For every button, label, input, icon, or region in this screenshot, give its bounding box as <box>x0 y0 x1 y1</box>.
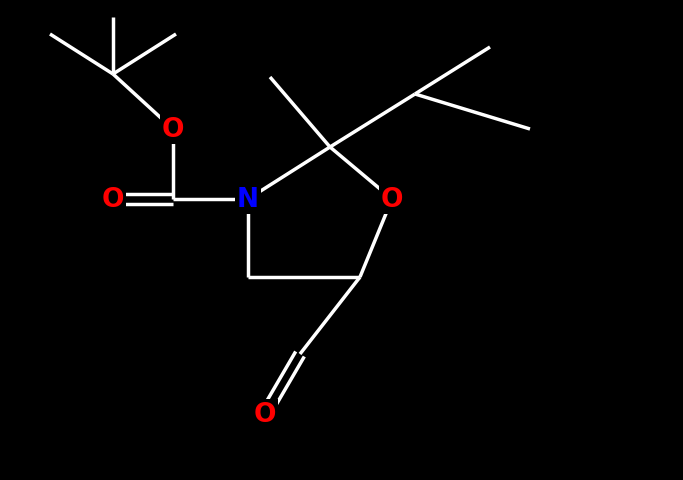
Text: O: O <box>380 187 403 213</box>
Text: N: N <box>237 187 259 213</box>
Text: O: O <box>162 117 184 143</box>
Text: O: O <box>254 401 276 427</box>
Text: O: O <box>102 187 124 213</box>
